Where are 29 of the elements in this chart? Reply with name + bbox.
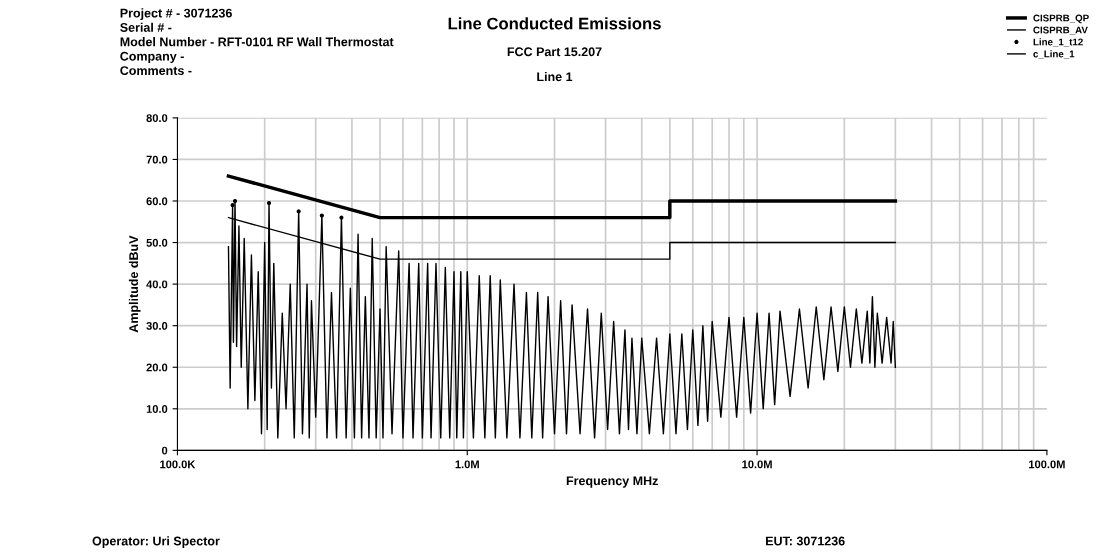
legend-label: CISPRB_AV [1033,26,1088,35]
y-tick-label: 80.0 [146,114,168,123]
y-tick-label: 0 [161,446,168,455]
y-tick-label: 20.0 [146,363,168,372]
chart-subtitle: FCC Part 15.207 [507,47,602,57]
x-tick-label: 100.0M [1029,460,1065,469]
y-tick-label: 40.0 [146,280,168,289]
legend-label: CISPRB_QP [1033,14,1089,24]
point [319,213,324,218]
x-tick-label: 10.0M [742,460,772,469]
chart-title: Line Conducted Emissions [448,17,661,30]
point [339,215,344,220]
y-tick-label: 50.0 [146,238,168,247]
legend-label: Line_1_t12 [1033,38,1083,47]
text: EUT: 3071236 [766,536,845,546]
point [296,209,301,214]
x-tick-label: 100.0K [160,460,196,469]
y-tick-label: 70.0 [146,155,168,164]
y-axis-title: Amplitude dBuV [128,235,141,333]
text: Operator: Uri Spector [92,536,220,548]
point [230,203,235,208]
text: Project # - 3071236 Serial # - Model Number - RFT-0101 RF Wall Thermostat Company - Comments - [120,8,394,75]
x-tick-label: 1.0M [455,460,479,469]
y-tick-label: 30.0 [146,321,168,330]
y-tick-label: 10.0 [146,405,168,413]
legend-label: c_Line_1 [1033,50,1075,59]
x-axis-title: Frequency MHz [566,476,658,488]
y-tick-label: 60.0 [146,197,168,206]
text: Line 1 [537,72,573,82]
